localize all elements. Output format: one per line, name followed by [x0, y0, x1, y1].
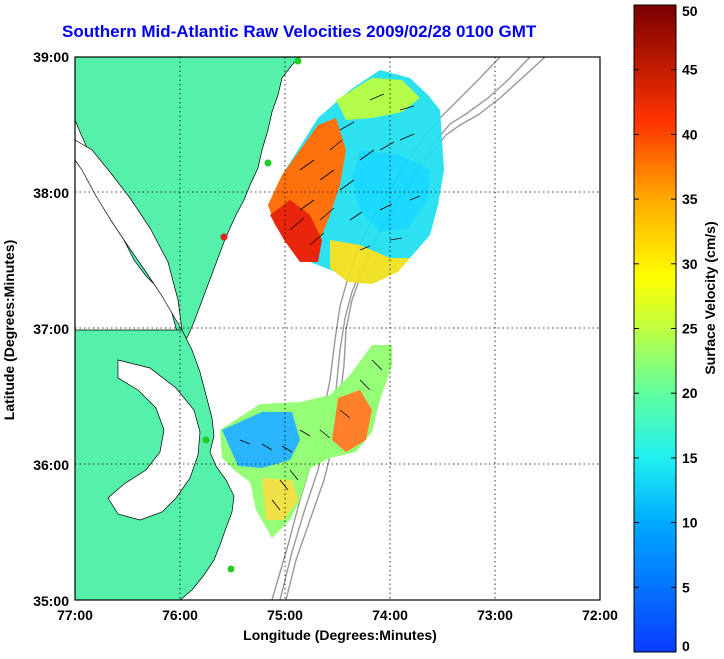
- colorbar-tick-label: 20: [682, 385, 698, 401]
- y-tick-label: 38:00: [33, 185, 69, 201]
- station-marker: [220, 233, 228, 241]
- x-tick-label: 73:00: [477, 607, 513, 623]
- colorbar-gradient: [633, 4, 677, 653]
- station-marker: [202, 436, 210, 444]
- plot-frame: [74, 56, 601, 601]
- x-tick-label: 76:00: [162, 607, 198, 623]
- sound-water: [107, 359, 201, 521]
- colorbar-tick-label: 25: [682, 321, 698, 337]
- land-mass-delmarva-gap: [75, 139, 183, 331]
- colorbar-tick-label: 45: [682, 62, 698, 78]
- x-tick-label: 74:00: [372, 607, 408, 623]
- colorbar-tick-label: 15: [682, 450, 698, 466]
- station-marker: [227, 565, 235, 573]
- y-tick-label: 39:00: [33, 49, 69, 65]
- velocity-field-north: [268, 70, 444, 284]
- y-tick-label: 35:00: [33, 593, 69, 609]
- colorbar-tick-label: 0: [682, 638, 690, 654]
- colorbar: 0 5 10 15 20 25 30 35 40 45 50 Surface Velocity (c…: [633, 3, 718, 654]
- x-tick-label: 77:00: [57, 607, 93, 623]
- colorbar-tick-label: 5: [682, 579, 690, 595]
- x-tick-label: 75:00: [267, 607, 303, 623]
- radar-stations: [202, 57, 302, 573]
- velocity-vectors: [239, 93, 421, 511]
- colorbar-tick-label: 40: [682, 126, 698, 142]
- colorbar-tick-label: 10: [682, 515, 698, 531]
- grid-lines: [75, 57, 600, 600]
- y-tick-label: 36:00: [33, 457, 69, 473]
- station-marker: [264, 159, 272, 167]
- velocity-field-south: [220, 345, 392, 538]
- y-axis-label: Latitude (Degrees:Minutes): [1, 240, 17, 420]
- colorbar-tick-label: 50: [682, 3, 698, 19]
- colorbar-tick-label: 35: [682, 191, 698, 207]
- station-marker: [294, 57, 302, 65]
- map-title: Southern Mid-Atlantic Raw Velocities 200…: [62, 22, 537, 41]
- x-axis-label: Longitude (Degrees:Minutes): [243, 627, 437, 643]
- colorbar-ticks: 0 5 10 15 20 25 30 35 40 45 50: [634, 3, 698, 654]
- x-tick-label: 72:00: [582, 607, 618, 623]
- y-tick-label: 37:00: [33, 321, 69, 337]
- colorbar-tick-label: 30: [682, 256, 698, 272]
- colorbar-label: Surface Velocity (cm/s): [702, 221, 718, 374]
